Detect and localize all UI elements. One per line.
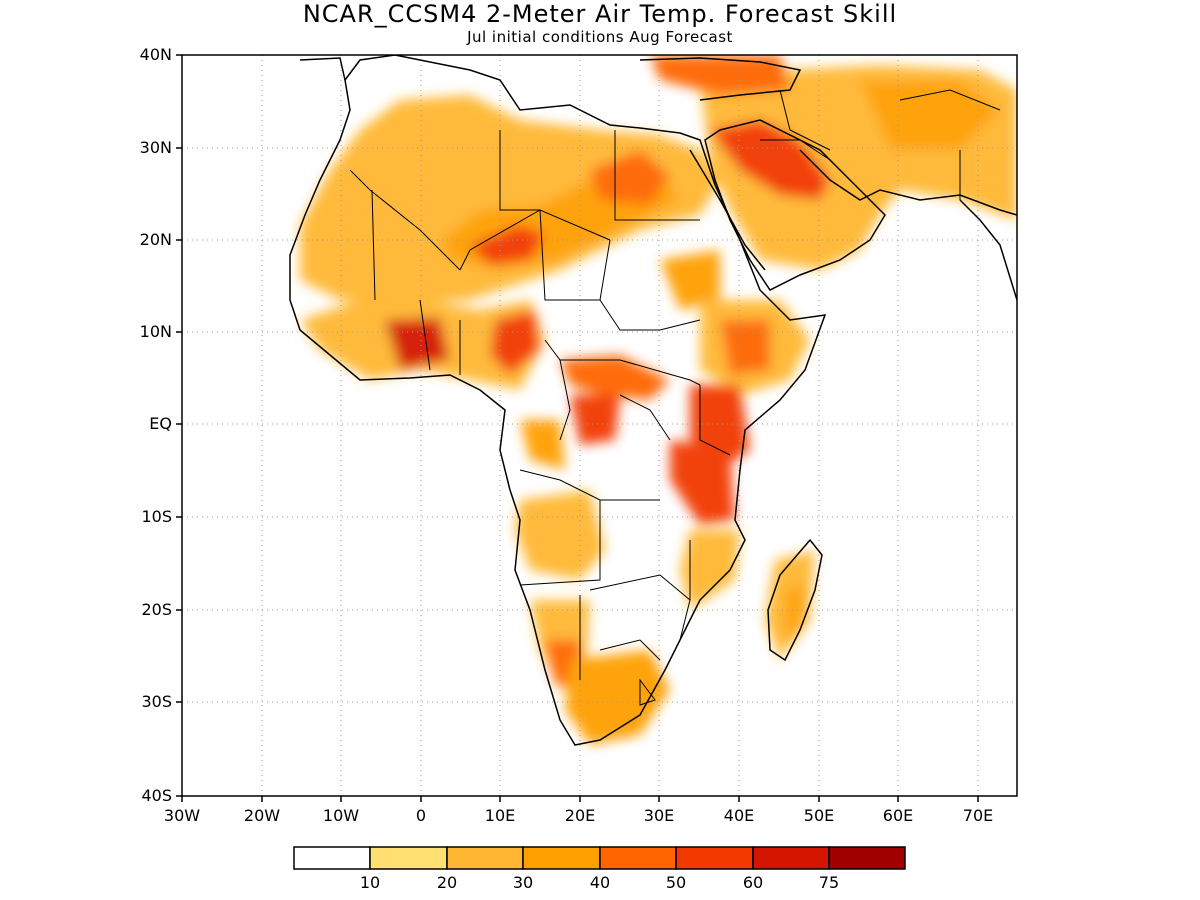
plot-frame (181, 54, 1018, 797)
lon-label-40e: 40E (723, 806, 755, 825)
map-subtitle: Jul initial conditions Aug Forecast (467, 28, 733, 46)
shade-tanzania-hot (670, 440, 735, 525)
colorbar-box-6 (752, 846, 830, 870)
colorbar-box-4 (599, 846, 677, 870)
shade-sahel-hot (470, 225, 545, 265)
colorbar-box-7 (828, 846, 906, 870)
lon-label-60e: 60E (882, 806, 914, 825)
shade-mozambique (680, 530, 740, 610)
coast-africa (289, 55, 827, 746)
colorbar (293, 846, 906, 870)
colorbar-box-3 (522, 846, 601, 870)
lat-label-10s: 10S (141, 507, 172, 526)
lon-label-30e: 30E (643, 806, 675, 825)
shade-iran (860, 80, 1000, 150)
colorbar-box-0 (293, 846, 371, 870)
lat-label-eq: EQ (149, 414, 172, 433)
colorbar-label-50: 50 (665, 873, 687, 892)
lon-label-70e: 70E (962, 806, 994, 825)
colorbar-label-75: 75 (818, 873, 840, 892)
map-title: NCAR_CCSM4 2-Meter Air Temp. Forecast Sk… (302, 0, 898, 28)
lat-label-40s: 40S (141, 786, 172, 805)
colorbar-box-1 (369, 846, 448, 870)
shade-ethiopia-hot (720, 320, 770, 375)
coast-arabia (704, 119, 886, 291)
shade-libya-hot (590, 150, 670, 205)
coast-madagascar (767, 538, 823, 662)
lon-label-10e: 10E (484, 806, 516, 825)
lon-label-30w: 30W (163, 806, 201, 825)
shade-nigeria-hot (490, 310, 540, 375)
shade-gabon (520, 420, 565, 470)
colorbar-box-5 (675, 846, 754, 870)
lat-label-40n: 40N (139, 45, 172, 64)
lon-label-50e: 50E (803, 806, 835, 825)
lat-label-30s: 30S (141, 692, 172, 711)
coast-india (959, 199, 1017, 301)
lon-label-10w: 10W (322, 806, 360, 825)
coast-red-sea (689, 149, 766, 271)
country-borders (349, 89, 1001, 706)
colorbar-label-30: 30 (512, 873, 534, 892)
shade-ghana-hot (385, 318, 450, 370)
shade-madagascar-hot (785, 585, 805, 640)
colorbar-box-2 (446, 846, 524, 870)
colorbar-label-10: 10 (359, 873, 381, 892)
shade-angola (515, 490, 605, 580)
shade-turkey (650, 55, 790, 95)
axis-ticks (176, 54, 979, 802)
lon-label-0: 0 (415, 806, 427, 825)
shade-sudan (660, 250, 720, 310)
lat-label-20s: 20S (141, 600, 172, 619)
lon-label-20w: 20W (243, 806, 281, 825)
coast-persian (799, 149, 1017, 216)
shade-congo-hot (570, 395, 620, 445)
shade-south-africa (565, 650, 670, 745)
shade-car (560, 355, 670, 400)
coastlines (289, 55, 1017, 746)
lat-label-10n: 10N (139, 322, 172, 341)
lat-label-20n: 20N (139, 230, 172, 249)
colorbar-label-40: 40 (589, 873, 611, 892)
coast-turkey (639, 57, 802, 101)
coast-europe-south (299, 57, 346, 81)
lat-label-30n: 30N (139, 138, 172, 157)
colorbar-label-60: 60 (742, 873, 764, 892)
colorbar-label-20: 20 (436, 873, 458, 892)
gridlines (182, 55, 1017, 796)
lon-label-20e: 20E (564, 806, 596, 825)
